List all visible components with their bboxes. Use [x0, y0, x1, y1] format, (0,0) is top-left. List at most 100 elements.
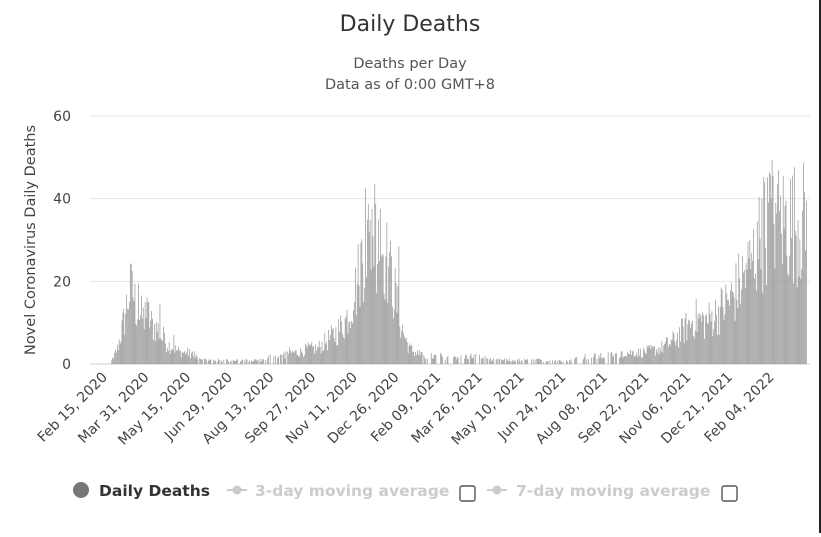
bar	[315, 344, 316, 364]
legend-checkbox[interactable]	[459, 485, 476, 502]
bar	[313, 346, 315, 364]
bar	[739, 278, 741, 364]
bar	[414, 355, 415, 364]
bar	[454, 355, 455, 364]
bar	[491, 361, 492, 364]
bar	[380, 256, 382, 364]
bar	[743, 270, 745, 364]
bar	[689, 320, 691, 364]
bar	[349, 321, 351, 364]
bar	[229, 361, 231, 364]
legend-item-3-day-average[interactable]: 3-day moving average	[227, 482, 476, 502]
bar	[310, 344, 312, 364]
legend-item-daily-deaths[interactable]: Daily Deaths	[73, 482, 210, 500]
bar	[293, 352, 295, 364]
bar	[187, 347, 189, 364]
bar	[220, 360, 222, 364]
bar	[214, 360, 215, 364]
bar	[160, 338, 162, 364]
bar	[262, 358, 264, 364]
bar	[195, 354, 197, 364]
bar	[329, 334, 331, 364]
bar	[603, 357, 604, 364]
bar	[753, 229, 754, 364]
bar	[720, 287, 722, 364]
bar	[783, 228, 785, 364]
bar	[289, 347, 290, 364]
bar	[626, 356, 628, 364]
bar	[172, 348, 174, 364]
bar	[780, 233, 782, 364]
bar	[285, 351, 287, 364]
bar	[748, 258, 750, 364]
bar	[728, 299, 729, 364]
bar	[328, 329, 329, 364]
bar	[230, 360, 232, 364]
bar	[754, 278, 755, 364]
bar	[763, 177, 765, 364]
bar	[336, 345, 338, 364]
bar	[737, 307, 739, 364]
bar	[771, 160, 773, 364]
bar	[487, 359, 489, 364]
bar	[284, 358, 286, 364]
bar	[393, 309, 395, 364]
bar	[670, 339, 672, 364]
bar	[711, 311, 713, 364]
bar	[684, 318, 686, 364]
bar	[592, 356, 594, 364]
bar	[379, 261, 380, 364]
bar	[660, 351, 662, 364]
bar	[613, 354, 615, 364]
bar	[181, 351, 183, 364]
bar	[180, 357, 182, 364]
bar	[611, 351, 613, 364]
bar	[558, 359, 560, 364]
bar	[560, 361, 562, 364]
bar	[366, 277, 367, 364]
bar	[757, 259, 759, 364]
bar	[433, 354, 435, 364]
bar	[252, 361, 253, 364]
bar	[610, 352, 612, 364]
bar	[588, 359, 590, 364]
legend-checkbox[interactable]	[721, 485, 738, 502]
bar	[331, 329, 333, 364]
bar	[775, 202, 777, 364]
bar	[119, 343, 121, 364]
bar	[800, 278, 802, 364]
x-tick-label: Dec 21, 2021	[658, 370, 736, 448]
bar	[288, 353, 290, 364]
bar	[505, 358, 507, 364]
bar	[330, 325, 332, 364]
bar	[324, 332, 326, 364]
bar	[644, 352, 646, 364]
bar	[546, 360, 548, 364]
bar	[189, 349, 190, 364]
bar	[655, 355, 656, 364]
bar	[721, 289, 723, 364]
bar	[169, 353, 171, 364]
bar	[292, 352, 294, 364]
bar	[756, 221, 758, 364]
bar	[204, 358, 205, 364]
bar	[647, 347, 649, 364]
bar	[751, 252, 753, 364]
bar	[147, 302, 149, 364]
bar	[323, 349, 325, 364]
bar	[499, 359, 501, 364]
bar	[338, 319, 340, 364]
bar	[594, 353, 596, 364]
bar	[122, 312, 124, 364]
bar	[346, 309, 348, 364]
bar	[696, 331, 698, 364]
bar	[672, 331, 674, 364]
bar	[695, 298, 697, 364]
bar	[602, 358, 603, 364]
bar	[515, 361, 516, 364]
bar	[406, 342, 408, 364]
bar	[294, 350, 296, 364]
bar	[373, 266, 375, 364]
legend-marker-icon	[232, 485, 242, 495]
legend-item-7-day-average[interactable]: 7-day moving average	[487, 482, 738, 502]
